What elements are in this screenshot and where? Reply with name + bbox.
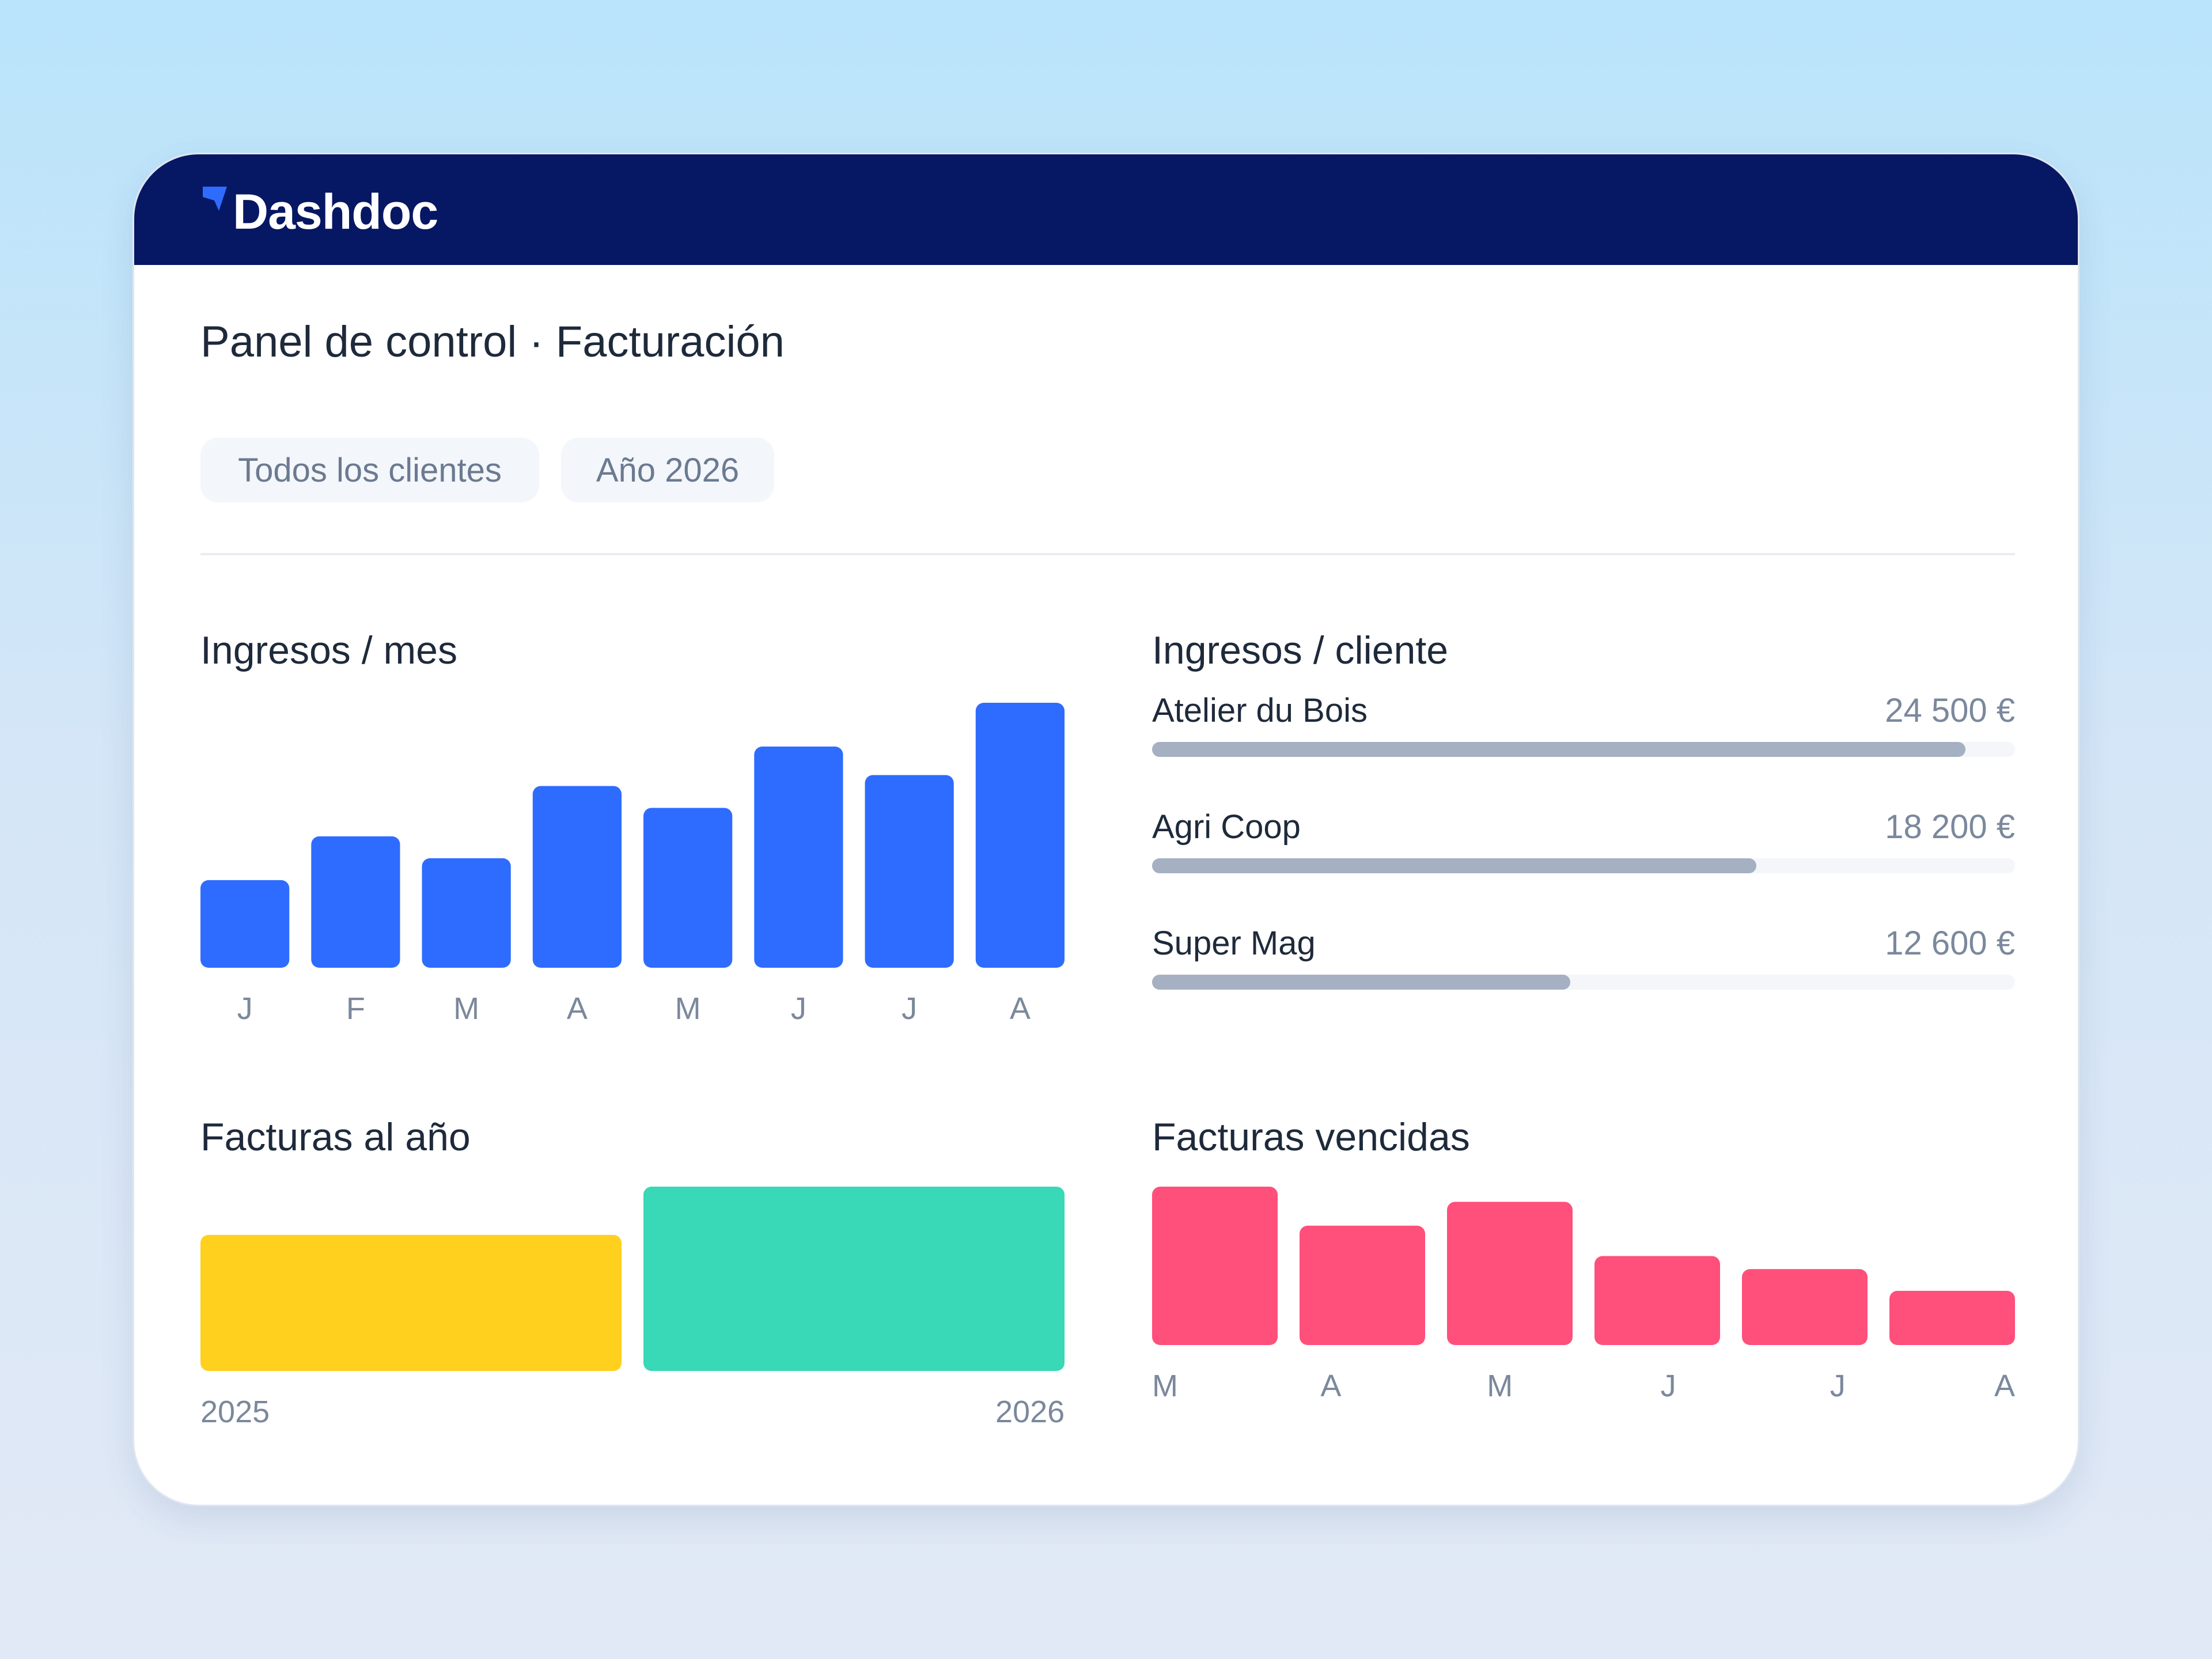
- bar-monthly_revenue-6[interactable]: [865, 775, 954, 968]
- bar-overdue_invoices-4[interactable]: [1742, 1269, 1868, 1345]
- page-title: Panel de control · Facturación: [200, 317, 785, 366]
- bar-monthly_revenue-2[interactable]: [422, 858, 511, 968]
- client-label-0: Atelier du Bois: [1152, 692, 1368, 729]
- client-bar-track-0: [1152, 742, 2015, 757]
- dashboard-content: Panel de control · Facturación Todos los…: [134, 265, 2078, 1505]
- bar-overdue_invoices-0[interactable]: [1152, 1187, 1278, 1345]
- bar-overdue_invoices-1[interactable]: [1300, 1225, 1425, 1345]
- bar-monthly_revenue-7[interactable]: [975, 703, 1065, 968]
- revenue-per-client-list: Atelier du Bois 24 500 € Agri Coop 18 200 €…: [1152, 691, 2015, 991]
- bar-monthly_revenue-3[interactable]: [532, 786, 622, 968]
- bar-monthly_revenue-5[interactable]: [754, 747, 843, 968]
- tick-label-monthly_revenue-1: F: [346, 991, 365, 1026]
- client-value-0: 24 500 €: [1885, 692, 2015, 729]
- filter-chip-clients[interactable]: Todos los clientes: [200, 438, 539, 502]
- invoices-per-year-title: Facturas al año: [200, 1115, 471, 1159]
- tick-label-invoices_per_year-1: 2026: [995, 1395, 1065, 1429]
- invoices-per-year-chart: 2025 2026: [200, 1187, 1065, 1505]
- tick-label-monthly_revenue-4: M: [675, 991, 701, 1026]
- overdue-invoices-title: Facturas vencidas: [1152, 1115, 1470, 1159]
- bar-monthly_revenue-1[interactable]: [311, 836, 400, 968]
- monthly-revenue-title: Ingresos / mes: [200, 628, 457, 672]
- bar-overdue_invoices-3[interactable]: [1594, 1256, 1720, 1345]
- bar-overdue_invoices-5[interactable]: [1889, 1290, 2015, 1345]
- filter-chip-year[interactable]: Año 2026: [561, 438, 774, 502]
- tick-label-monthly_revenue-6: J: [902, 991, 918, 1026]
- logo[interactable]: Dashdoc: [202, 183, 438, 241]
- divider: [200, 553, 2015, 555]
- logo-mark-icon: [203, 187, 227, 211]
- client-label-1: Agri Coop: [1152, 808, 1301, 846]
- client-label-2: Super Mag: [1152, 925, 1316, 962]
- tick-label-monthly_revenue-3: A: [566, 991, 588, 1026]
- top-bar: Dashdoc: [134, 154, 2078, 265]
- bar-monthly_revenue-0[interactable]: [200, 880, 290, 968]
- chart-years-svg: [200, 1187, 1065, 1371]
- app-name: Dashdoc: [233, 184, 438, 240]
- bar-invoices_per_year-1[interactable]: [643, 1187, 1065, 1371]
- chart-overdue-svg: [1152, 1187, 2015, 1345]
- client-bar-fill-0[interactable]: [1152, 742, 1965, 757]
- tick-label-monthly_revenue-5: J: [790, 991, 806, 1026]
- client-bar-fill-1[interactable]: [1152, 858, 1756, 873]
- client-bar-track-2: [1152, 975, 2015, 990]
- tick-label-monthly_revenue-2: M: [453, 991, 480, 1026]
- tick-label-monthly_revenue-7: A: [1009, 991, 1031, 1026]
- tick-label-overdue_invoices-0: M: [1152, 1369, 1178, 1403]
- tick-label-monthly_revenue-0: J: [237, 991, 253, 1026]
- chart-monthly-svg: [200, 703, 1065, 968]
- bar-invoices_per_year-0[interactable]: [200, 1234, 622, 1371]
- tick-label-overdue_invoices-1: A: [1320, 1369, 1342, 1403]
- tick-label-overdue_invoices-3: J: [1660, 1369, 1676, 1403]
- bar-overdue_invoices-2[interactable]: [1447, 1202, 1573, 1345]
- revenue-per-client-title: Ingresos / cliente: [1152, 628, 1449, 672]
- client-value-2: 12 600 €: [1885, 925, 2015, 962]
- tick-label-invoices_per_year-0: 2025: [200, 1395, 270, 1429]
- tick-label-overdue_invoices-4: J: [1830, 1369, 1846, 1403]
- bar-monthly_revenue-4[interactable]: [643, 808, 733, 968]
- client-value-1: 18 200 €: [1885, 808, 2015, 846]
- dashboard-card: Dashdoc Panel de control · Facturación T…: [132, 153, 2080, 1506]
- tick-label-overdue_invoices-2: M: [1487, 1369, 1513, 1403]
- tick-label-overdue_invoices-5: A: [1994, 1369, 2016, 1403]
- client-bar-track-1: [1152, 858, 2015, 873]
- client-bar-fill-2[interactable]: [1152, 975, 1570, 990]
